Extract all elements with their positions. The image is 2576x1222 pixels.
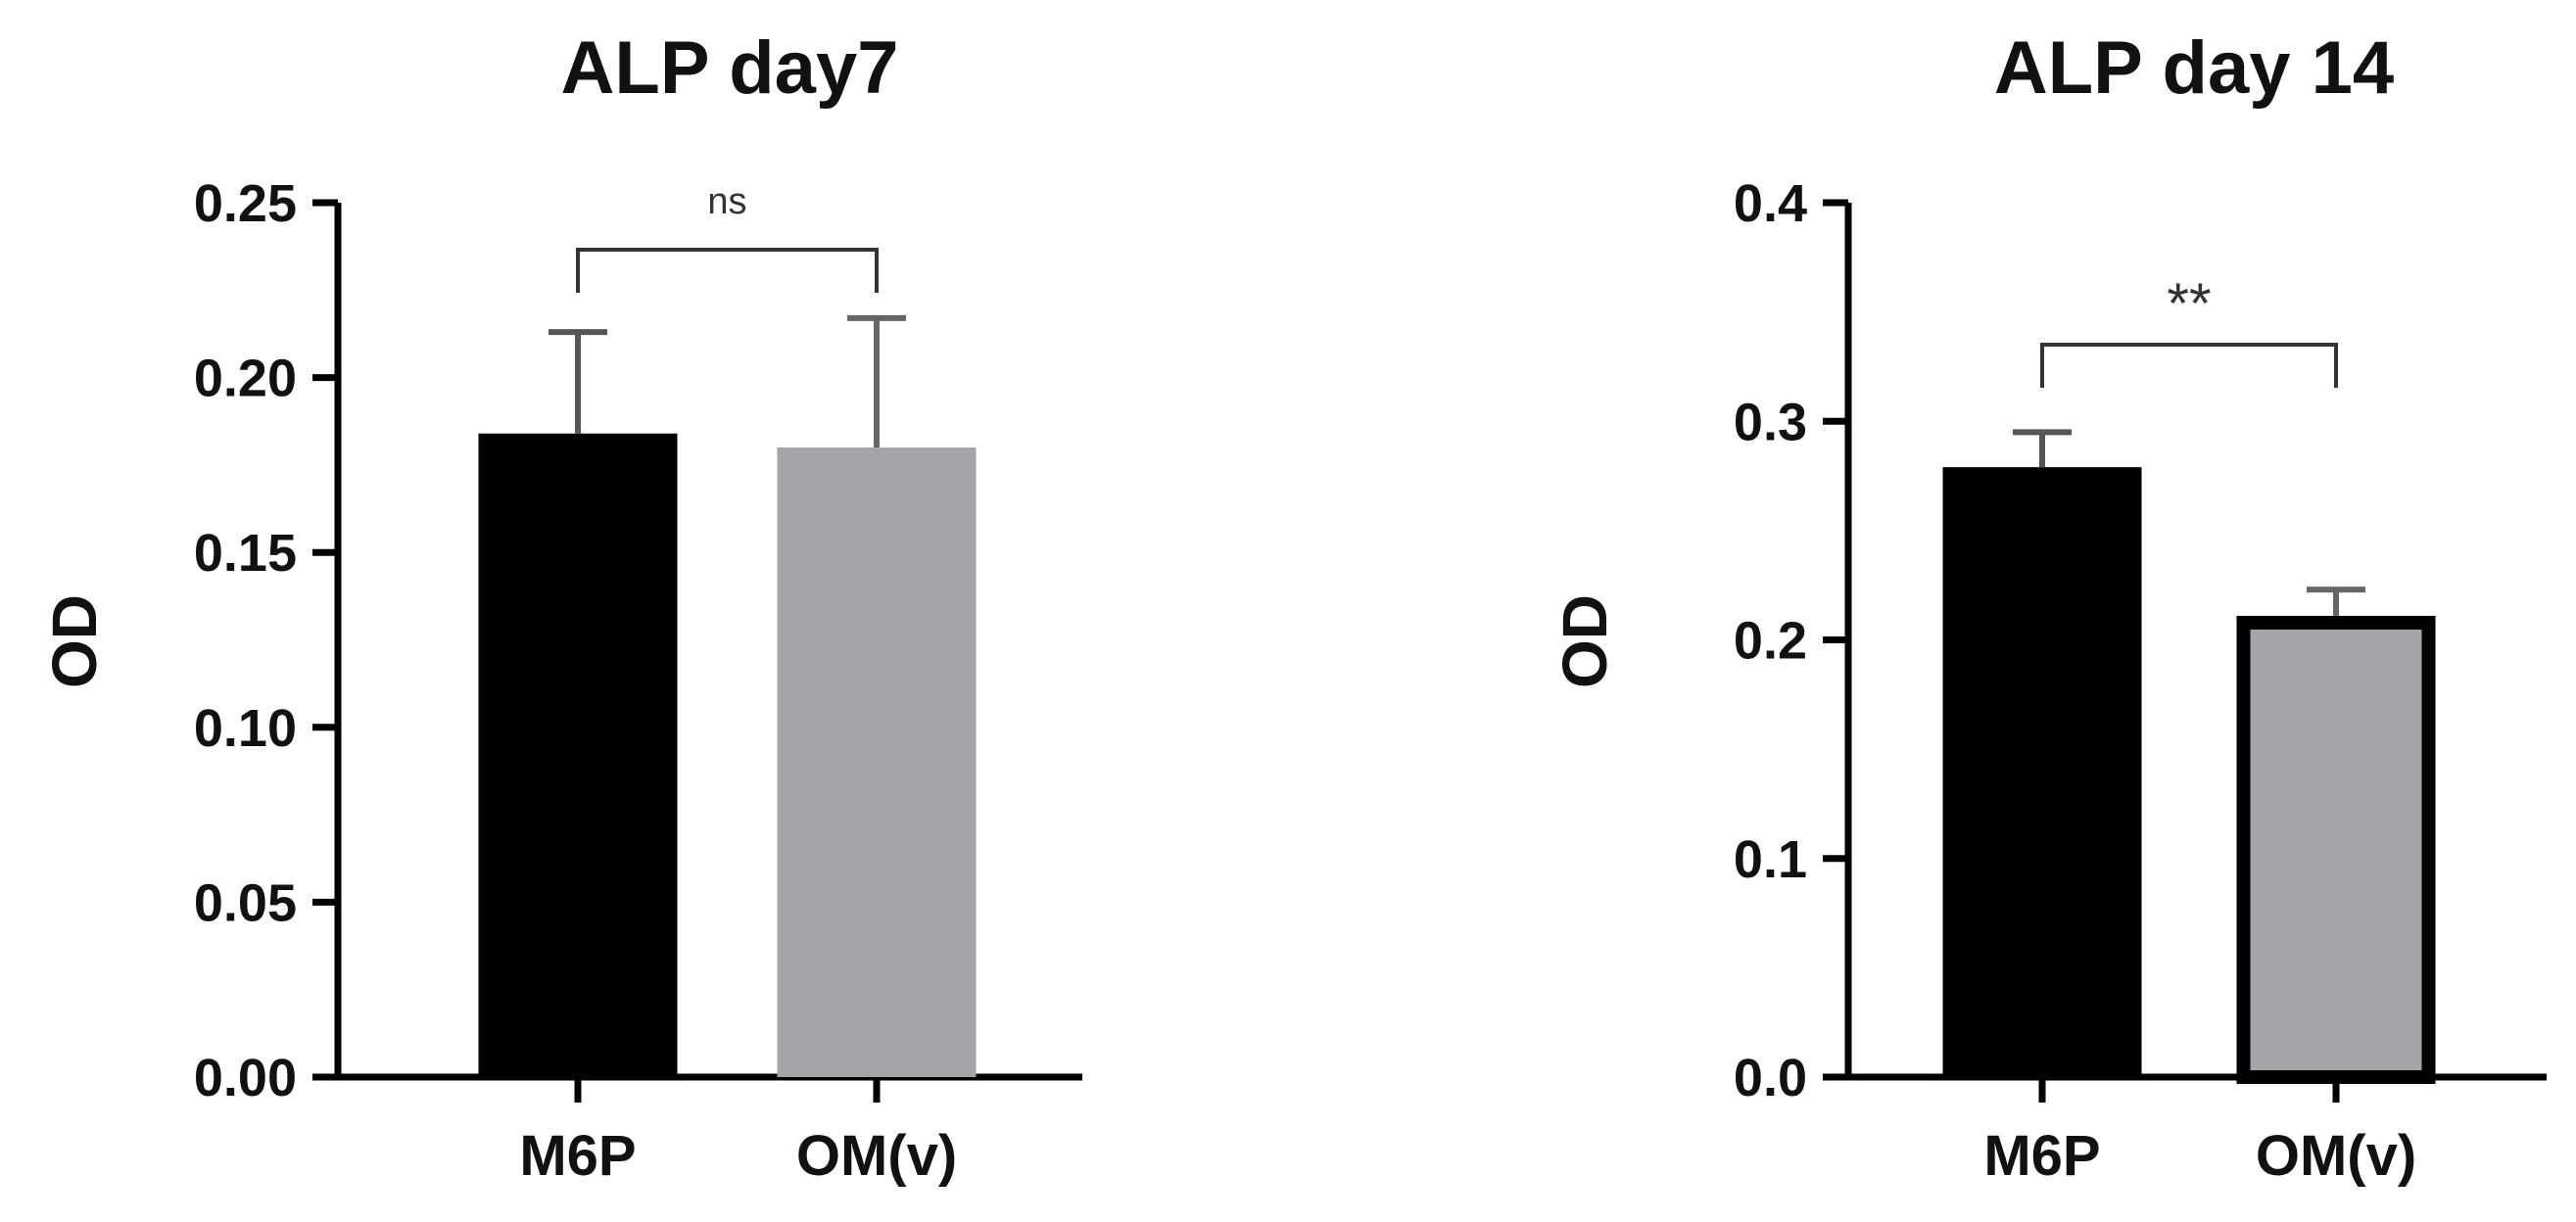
y-axis-label: OD <box>1550 594 1620 688</box>
significance-bracket: ns <box>576 181 879 293</box>
chart-alp-day14: ALP day 14 OD 0.0 0.1 0.2 0.3 0.4 M6P OM(v) *… <box>1550 26 2547 1188</box>
x-category-label: OM(v) <box>796 1124 957 1188</box>
x-category-label: M6P <box>519 1124 636 1188</box>
y-tick-label: 0.1 <box>1734 830 1807 889</box>
y-ticks: 0.00 0.05 0.10 0.15 0.20 0.25 <box>194 174 338 1107</box>
x-categories: M6P OM(v) <box>519 1077 957 1188</box>
y-tick-label: 0.10 <box>194 699 297 758</box>
significance-bracket: ** <box>2040 272 2338 388</box>
chart-title: ALP day 14 <box>1994 26 2394 110</box>
x-categories: M6P OM(v) <box>1983 1077 2416 1188</box>
significance-label: ns <box>707 181 746 222</box>
y-tick-label: 0.00 <box>194 1049 297 1107</box>
bar <box>777 447 977 1077</box>
chart-title: ALP day7 <box>561 26 899 110</box>
y-tick-label: 0.0 <box>1734 1049 1807 1107</box>
bracket-line <box>576 248 879 293</box>
bars <box>478 314 977 1077</box>
x-category-label: OM(v) <box>2256 1124 2416 1188</box>
bar <box>1942 467 2142 1077</box>
y-tick-label: 0.3 <box>1734 393 1807 451</box>
y-tick-label: 0.4 <box>1734 174 1807 233</box>
chart-alp-day7: ALP day7 OD 0.00 0.05 0.10 0.15 0.20 0.25 M6P… <box>39 26 1082 1188</box>
y-ticks: 0.0 0.1 0.2 0.3 0.4 <box>1734 174 1848 1107</box>
x-category-label: M6P <box>1983 1124 2100 1188</box>
y-tick-label: 0.25 <box>194 174 297 233</box>
bracket-line <box>2040 343 2338 388</box>
y-tick-label: 0.15 <box>194 524 297 583</box>
bars <box>1942 429 2436 1084</box>
significance-label: ** <box>2167 272 2211 336</box>
y-axis-label: OD <box>39 594 110 688</box>
bar <box>2236 615 2436 1084</box>
bar <box>478 433 678 1077</box>
y-tick-label: 0.05 <box>194 873 297 932</box>
y-tick-label: 0.20 <box>194 350 297 408</box>
y-tick-label: 0.2 <box>1734 612 1807 671</box>
